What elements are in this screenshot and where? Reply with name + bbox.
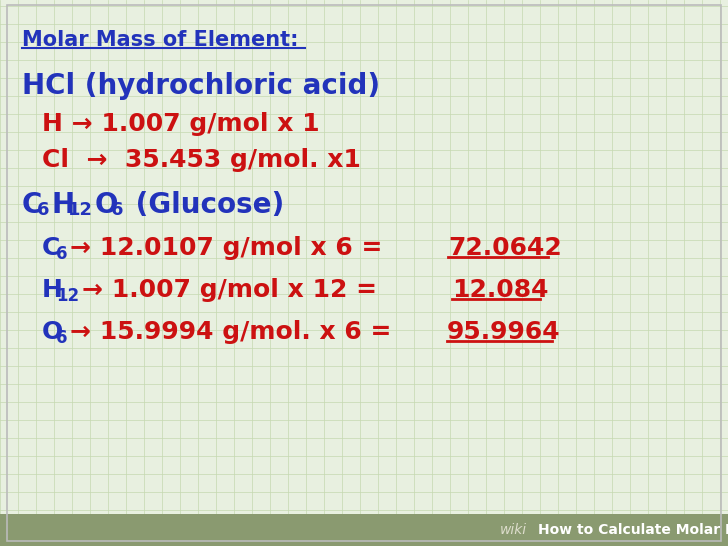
Text: 6: 6 xyxy=(111,201,124,219)
Bar xyxy=(0,514,728,546)
Text: 6: 6 xyxy=(56,245,68,263)
Text: 6: 6 xyxy=(56,329,68,347)
Text: C: C xyxy=(42,236,60,260)
Text: H: H xyxy=(52,191,75,219)
Text: wiki: wiki xyxy=(500,523,527,537)
Text: H: H xyxy=(42,278,63,302)
Text: O: O xyxy=(42,320,63,344)
Text: O: O xyxy=(95,191,119,219)
Text: HCl (hydrochloric acid): HCl (hydrochloric acid) xyxy=(22,72,380,100)
Text: 12: 12 xyxy=(56,287,79,305)
Text: C: C xyxy=(22,191,42,219)
Text: 6: 6 xyxy=(37,201,50,219)
Text: 12.084: 12.084 xyxy=(452,278,548,302)
Text: How to Calculate Molar Mass: How to Calculate Molar Mass xyxy=(538,523,728,537)
Text: Molar Mass of Element:: Molar Mass of Element: xyxy=(22,30,298,50)
Text: H → 1.007 g/mol x 1: H → 1.007 g/mol x 1 xyxy=(42,112,320,136)
Text: → 12.0107 g/mol x 6 =: → 12.0107 g/mol x 6 = xyxy=(70,236,382,260)
Text: → 15.9994 g/mol. x 6 =: → 15.9994 g/mol. x 6 = xyxy=(70,320,400,344)
Text: Cl  →  35.453 g/mol. x1: Cl → 35.453 g/mol. x1 xyxy=(42,148,361,172)
Text: 12: 12 xyxy=(68,201,93,219)
Text: 95.9964: 95.9964 xyxy=(447,320,561,344)
Text: → 1.007 g/mol x 12 =: → 1.007 g/mol x 12 = xyxy=(82,278,386,302)
Text: 72.0642: 72.0642 xyxy=(448,236,562,260)
Text: (Glucose): (Glucose) xyxy=(126,191,284,219)
